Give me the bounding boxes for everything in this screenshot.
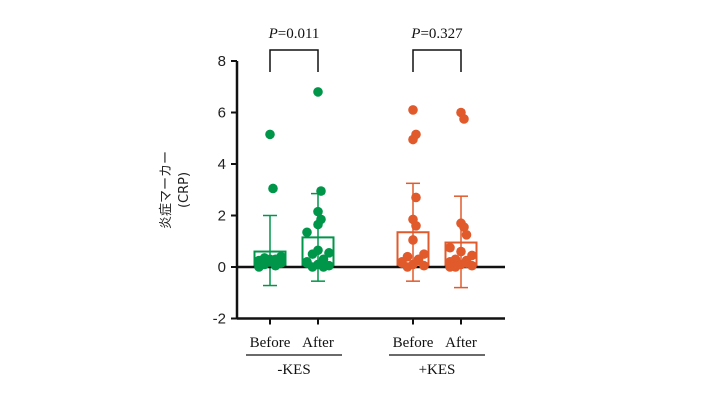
y-axis-label-main: 炎症マーカー (159, 151, 174, 229)
data-point (461, 230, 472, 240)
y-tick-label: 8 (218, 53, 226, 70)
y-tick-label: 6 (218, 105, 226, 122)
y-tick-label: 4 (218, 156, 226, 173)
data-point (411, 221, 421, 231)
significance-bracket (412, 49, 462, 72)
data-point (313, 219, 323, 230)
p-value: =0.011 (278, 26, 320, 42)
y-axis-label: 炎症マーカー (CRP) (159, 151, 192, 229)
data-point (313, 206, 323, 217)
p-symbol: P (410, 26, 420, 42)
data-point (324, 248, 334, 258)
data-point (408, 105, 418, 115)
data-point (313, 87, 323, 97)
data-point (265, 254, 275, 265)
data-point (397, 258, 407, 268)
data-point (316, 186, 326, 196)
x-category-label: Before (250, 335, 291, 351)
group-label: -KES (277, 362, 310, 378)
y-tick-label: -2 (213, 311, 226, 328)
data-point (459, 114, 469, 124)
data-point (318, 262, 329, 272)
data-point (268, 183, 278, 194)
p-value-label: P=0.327 (410, 26, 463, 42)
y-tick-label: 2 (218, 208, 226, 225)
p-symbol: P (268, 26, 278, 42)
y-axis-label-sub: (CRP) (177, 172, 192, 208)
data-point (408, 235, 418, 245)
x-category-label: Before (393, 335, 434, 351)
data-point (408, 134, 418, 145)
data-point (461, 258, 472, 268)
data-point (411, 192, 421, 203)
data-point (456, 246, 466, 257)
group-label: +KES (419, 362, 456, 378)
data-point (302, 258, 312, 268)
data-point (413, 255, 424, 266)
data-point (276, 257, 286, 267)
data-point (307, 249, 318, 259)
data-point (254, 262, 264, 272)
data-point (459, 222, 469, 232)
data-point (265, 129, 275, 140)
data-point (302, 227, 312, 238)
significance-bracket (269, 49, 319, 72)
data-point (445, 242, 455, 253)
y-tick-label: 0 (218, 259, 226, 276)
x-category-label: After (302, 335, 334, 351)
data-point (445, 262, 455, 272)
p-value: =0.327 (420, 26, 463, 42)
p-value-label: P=0.011 (268, 26, 320, 42)
x-category-label: After (445, 335, 477, 351)
